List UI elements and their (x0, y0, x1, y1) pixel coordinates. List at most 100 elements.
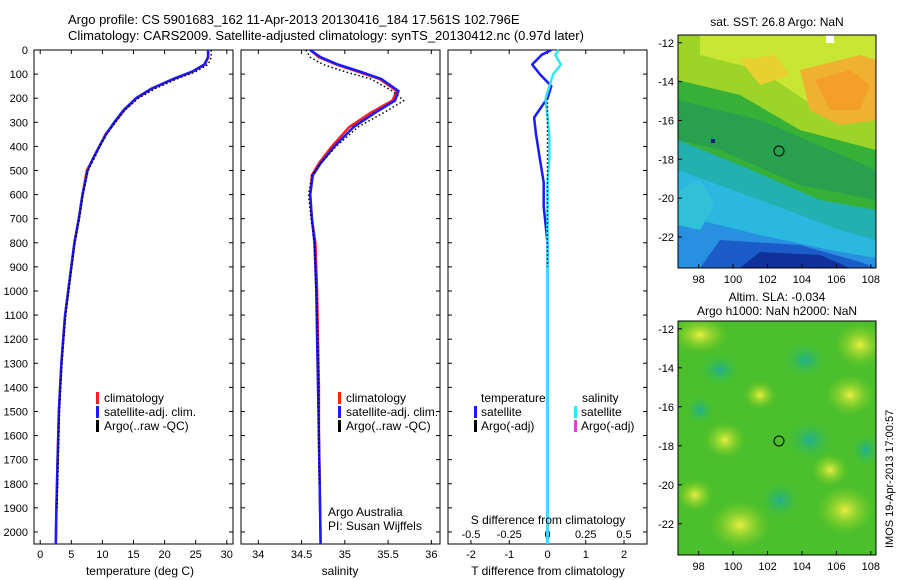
difference-xlabel-bottom: T difference from climatology (471, 564, 625, 578)
x-tick-label: 35.5 (377, 549, 398, 561)
imos-timestamp: IMOS 19-Apr-2013 17:00:57 (884, 410, 896, 548)
legend-label-climatology: climatology (104, 391, 164, 405)
map-x-tick-label: 106 (827, 561, 845, 573)
map-y-tick-label: -20 (658, 480, 674, 492)
map-y-tick-label: -22 (658, 519, 674, 531)
x-tick-label: 34.5 (291, 549, 312, 561)
top-tick-label: -0.25 (497, 529, 522, 541)
sla-map-title-line-2: Argo h1000: NaN h2000: NaN (697, 304, 857, 318)
map-x-tick-label: 100 (724, 561, 742, 573)
legend-swatch-climatology (96, 392, 99, 404)
x-tick-label: 35 (339, 549, 351, 561)
map-y-tick-label: -12 (658, 324, 674, 336)
salinity-xlabel: salinity (322, 564, 359, 578)
depth-tick-label: 100 (10, 69, 28, 81)
header-line-1: Argo profile: CS 5901683_162 11-Apr-2013… (68, 12, 520, 27)
depth-tick-label: 600 (10, 190, 28, 202)
legend-label-temperature-satellite: satellite (481, 405, 522, 419)
x-tick-label: 10 (96, 549, 108, 561)
sst-argo-marker (773, 145, 785, 157)
depth-tick-label: 1100 (4, 310, 28, 322)
temperature-panel-frame (33, 49, 234, 545)
legend-swatch-argo (338, 420, 341, 432)
sla-map-axes: 98 100 102 104 106 108 -12 -14 -16 -18 -20 -22 (658, 324, 880, 573)
temperature-legend: climatology satellite-adj. clim. Argo(..… (96, 391, 196, 433)
legend-swatch-argo (96, 420, 99, 432)
sst-map-axes: 98 100 102 104 106 108 -12 -14 -16 -18 -20 -22 (658, 38, 880, 286)
legend-label-temperature-argo: Argo(-adj) (481, 419, 534, 433)
x-tick-label: -2 (466, 549, 476, 561)
map-x-tick-label: 102 (758, 274, 776, 286)
salinity-annotation-line-1: Argo Australia (328, 505, 403, 519)
x-tick-label: 15 (127, 549, 139, 561)
legend-swatch-satellite (338, 406, 341, 418)
sst-map-frame (677, 34, 877, 269)
salinity-plot: 34 34.5 35 35.5 36 (252, 48, 437, 561)
depth-tick-label: 500 (10, 165, 28, 177)
map-y-tick-label: -18 (658, 154, 674, 166)
depth-tick-label: 1500 (4, 406, 28, 418)
legend-title-temperature: temperature (481, 391, 546, 405)
x-tick-label: 5 (68, 549, 74, 561)
map-y-tick-label: -14 (658, 77, 674, 89)
legend-label-argo: Argo(..raw -QC) (346, 419, 431, 433)
legend-label-salinity-argo: Argo(-adj) (581, 419, 634, 433)
series-line-argo-raw-qc (305, 49, 405, 484)
depth-axis: 0 100 200 300 400 500 600 700 800 900 1000 1100 1200… (4, 45, 647, 539)
sla-map-frame (677, 320, 877, 556)
depth-tick-label: 1300 (4, 358, 28, 370)
x-tick-label: 1 (583, 549, 589, 561)
legend-label-satellite: satellite-adj. clim. (346, 405, 438, 419)
legend-swatch-satellite (96, 406, 99, 418)
top-tick-label: 0.5 (616, 529, 631, 541)
sla-map-title-line-1: Altim. SLA: -0.034 (729, 290, 826, 304)
depth-tick-label: 1900 (4, 503, 28, 515)
depth-tick-label: 300 (10, 117, 28, 129)
sst-map-title: sat. SST: 26.8 Argo: NaN (710, 15, 843, 29)
map-x-tick-label: 102 (758, 561, 776, 573)
salinity-panel-frame (240, 49, 441, 545)
x-tick-label: 2 (621, 549, 627, 561)
series-line-argo-raw-qc (56, 50, 212, 508)
series-line-satellite-adj-clim (308, 48, 400, 545)
depth-tick-label: 200 (10, 93, 28, 105)
map-y-tick-label: -16 (658, 402, 674, 414)
map-x-tick-label: 98 (693, 561, 705, 573)
x-tick-label: 36 (425, 549, 437, 561)
map-x-tick-label: 104 (793, 561, 811, 573)
legend-label-salinity-satellite: satellite (581, 405, 622, 419)
legend-swatch-climatology (338, 392, 341, 404)
legend-swatch-salinity-satellite (574, 406, 577, 418)
series-line-salinity-satellite (544, 49, 563, 544)
map-y-tick-label: -20 (658, 193, 674, 205)
temperature-xlabel: temperature (deg C) (86, 564, 194, 578)
difference-plot: -2 -1 0 1 2-0.5 -0.25 0 0.25 0.5 (461, 48, 632, 561)
difference-xlabel-top: S difference from climatology (471, 513, 626, 527)
salinity-legend: climatology satellite-adj. clim. Argo(..… (338, 391, 438, 433)
map-y-tick-label: -14 (658, 363, 674, 375)
sla-argo-marker (773, 435, 785, 447)
map-x-tick-label: 108 (862, 274, 880, 286)
map-y-tick-label: -18 (658, 441, 674, 453)
depth-tick-label: 1000 (4, 286, 28, 298)
series-line-climatology (54, 50, 210, 545)
legend-label-climatology: climatology (346, 391, 406, 405)
legend-swatch-salinity-argo (574, 420, 577, 432)
depth-tick-label: 900 (10, 262, 28, 274)
depth-tick-label: 800 (10, 238, 28, 250)
x-tick-label: -1 (504, 549, 514, 561)
x-tick-label: 30 (221, 549, 233, 561)
sst-map-image (678, 35, 876, 268)
x-tick-label: 34 (252, 549, 264, 561)
map-x-tick-label: 104 (793, 274, 811, 286)
depth-tick-label: 1200 (4, 334, 28, 346)
map-x-tick-label: 108 (862, 561, 880, 573)
map-y-tick-label: -12 (658, 38, 674, 50)
depth-tick-label: 400 (10, 141, 28, 153)
legend-title-salinity: salinity (582, 391, 619, 405)
difference-legend: temperature satellite Argo(-adj) salinit… (474, 391, 634, 433)
x-tick-label: 0 (37, 549, 43, 561)
header-line-2: Climatology: CARS2009. Satellite-adjuste… (68, 28, 584, 43)
map-y-tick-label: -16 (658, 115, 674, 127)
